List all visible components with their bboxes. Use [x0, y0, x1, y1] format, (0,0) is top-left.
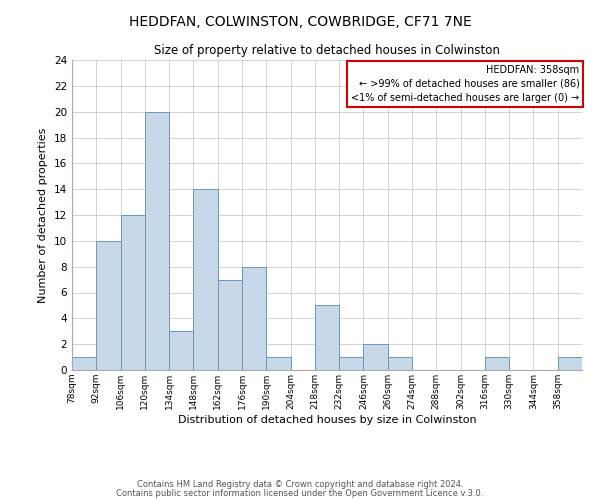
Bar: [121, 215, 145, 370]
Bar: [339, 357, 364, 370]
Bar: [388, 357, 412, 370]
Bar: [266, 357, 290, 370]
X-axis label: Distribution of detached houses by size in Colwinston: Distribution of detached houses by size …: [178, 414, 476, 424]
Bar: [193, 189, 218, 370]
Bar: [485, 357, 509, 370]
Title: Size of property relative to detached houses in Colwinston: Size of property relative to detached ho…: [154, 44, 500, 58]
Bar: [72, 357, 96, 370]
Bar: [145, 112, 169, 370]
Text: Contains public sector information licensed under the Open Government Licence v.: Contains public sector information licen…: [116, 488, 484, 498]
Bar: [96, 241, 121, 370]
Y-axis label: Number of detached properties: Number of detached properties: [38, 128, 49, 302]
Text: HEDDFAN, COLWINSTON, COWBRIDGE, CF71 7NE: HEDDFAN, COLWINSTON, COWBRIDGE, CF71 7NE: [128, 15, 472, 29]
Bar: [558, 357, 582, 370]
Bar: [218, 280, 242, 370]
Text: Contains HM Land Registry data © Crown copyright and database right 2024.: Contains HM Land Registry data © Crown c…: [137, 480, 463, 489]
Bar: [364, 344, 388, 370]
Bar: [169, 331, 193, 370]
Bar: [242, 266, 266, 370]
Text: HEDDFAN: 358sqm
← >99% of detached houses are smaller (86)
<1% of semi-detached : HEDDFAN: 358sqm ← >99% of detached house…: [352, 64, 580, 102]
Bar: [315, 306, 339, 370]
